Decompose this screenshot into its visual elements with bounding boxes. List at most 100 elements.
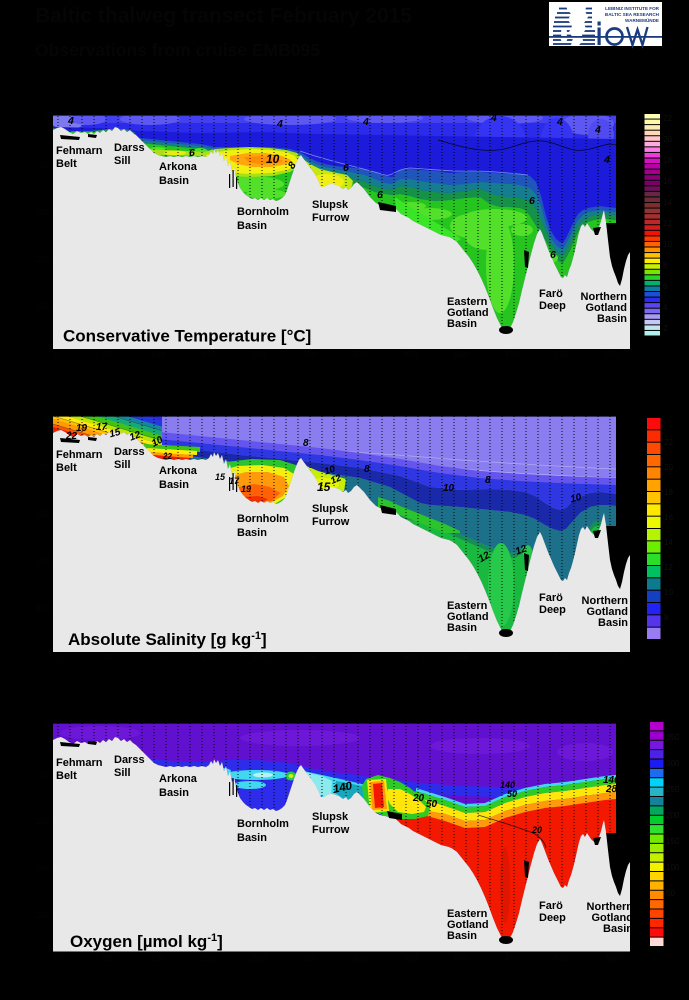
- svg-text:200: 200: [36, 301, 50, 311]
- svg-text:Fehmarn: Fehmarn: [56, 757, 103, 769]
- svg-text:Basin: Basin: [159, 787, 189, 799]
- svg-text:Gotland: Gotland: [447, 611, 489, 623]
- svg-text:0: 0: [55, 953, 60, 963]
- svg-text:Deep: Deep: [539, 604, 566, 616]
- svg-text:Arkona: Arkona: [159, 773, 198, 785]
- svg-text:22: 22: [65, 431, 78, 442]
- svg-text:150: 150: [36, 254, 50, 264]
- svg-text:550: 550: [605, 349, 619, 359]
- svg-text:12: 12: [663, 219, 672, 228]
- svg-text:400: 400: [454, 652, 468, 662]
- svg-text:14: 14: [663, 198, 672, 207]
- svg-text:200: 200: [666, 811, 680, 820]
- svg-text:0: 0: [45, 722, 50, 732]
- svg-text:150: 150: [36, 863, 50, 873]
- svg-text:12: 12: [128, 429, 143, 443]
- svg-text:Bornholm: Bornholm: [237, 818, 289, 830]
- svg-text:Farö: Farö: [539, 592, 563, 604]
- svg-text:20: 20: [663, 135, 672, 144]
- svg-text:140: 140: [332, 780, 354, 796]
- svg-text:15: 15: [108, 427, 122, 441]
- svg-text:Northern: Northern: [587, 901, 634, 913]
- svg-text:Conservative Temperature [°C]: Conservative Temperature [°C]: [63, 327, 311, 346]
- svg-text:0: 0: [45, 113, 50, 123]
- svg-text:Arkona: Arkona: [159, 465, 198, 477]
- svg-text:6: 6: [663, 282, 668, 291]
- svg-text:350: 350: [403, 652, 417, 662]
- svg-text:Basin: Basin: [447, 622, 477, 634]
- svg-text:500: 500: [555, 652, 569, 662]
- svg-text:350: 350: [666, 733, 680, 742]
- svg-text:WARNEMÜNDE: WARNEMÜNDE: [625, 17, 659, 23]
- svg-text:15: 15: [317, 480, 331, 494]
- svg-text:6: 6: [377, 189, 383, 201]
- svg-text:50: 50: [41, 769, 51, 779]
- svg-text:Fehmarn: Fehmarn: [56, 145, 103, 157]
- svg-text:50: 50: [41, 160, 51, 170]
- svg-text:300: 300: [666, 759, 680, 768]
- svg-text:Farö: Farö: [539, 900, 563, 912]
- svg-text:50: 50: [103, 953, 113, 963]
- svg-text:100: 100: [151, 652, 165, 662]
- svg-text:250: 250: [666, 785, 680, 794]
- svg-text:450: 450: [504, 953, 518, 963]
- svg-text:4: 4: [67, 115, 74, 127]
- svg-text:6: 6: [189, 147, 195, 159]
- svg-text:200: 200: [36, 910, 50, 920]
- svg-text:Gotland: Gotland: [585, 302, 627, 314]
- svg-text:550: 550: [605, 953, 619, 963]
- svg-text:18: 18: [664, 488, 673, 497]
- svg-text:Deep: Deep: [539, 300, 566, 312]
- svg-text:17: 17: [96, 422, 108, 433]
- svg-text:0: 0: [45, 415, 50, 425]
- svg-text:Belt: Belt: [56, 462, 77, 474]
- svg-text:Sill: Sill: [114, 155, 131, 167]
- svg-text:Baltic thalweg transect Februa: Baltic thalweg transect February 2015: [35, 5, 412, 28]
- svg-text:22: 22: [664, 438, 673, 447]
- svg-text:Basin: Basin: [447, 930, 477, 942]
- svg-text:8: 8: [485, 475, 491, 486]
- svg-text:Furrow: Furrow: [312, 212, 350, 224]
- svg-text:400: 400: [454, 953, 468, 963]
- svg-text:200: 200: [252, 349, 266, 359]
- svg-text:12: 12: [664, 563, 673, 572]
- svg-text:150: 150: [36, 556, 50, 566]
- svg-text:18: 18: [663, 156, 672, 165]
- svg-text:Fehmarn: Fehmarn: [56, 449, 103, 461]
- svg-text:200: 200: [252, 953, 266, 963]
- svg-text:Furrow: Furrow: [312, 824, 350, 836]
- svg-text:450: 450: [504, 349, 518, 359]
- svg-text:100: 100: [36, 207, 50, 217]
- svg-text:4: 4: [490, 112, 497, 124]
- svg-text:Eastern: Eastern: [447, 296, 488, 308]
- svg-text:10: 10: [266, 152, 280, 166]
- svg-text:Basin: Basin: [159, 479, 189, 491]
- svg-text:BALTIC SEA RESEARCH: BALTIC SEA RESEARCH: [605, 12, 660, 17]
- svg-text:50: 50: [41, 462, 51, 472]
- svg-text:100: 100: [36, 509, 50, 519]
- svg-text:10: 10: [150, 434, 165, 449]
- svg-text:4: 4: [276, 118, 283, 130]
- svg-text:Furrow: Furrow: [312, 516, 350, 528]
- svg-text:Arkona: Arkona: [159, 161, 198, 173]
- svg-text:450: 450: [504, 652, 518, 662]
- svg-text:Observations from cruise EMB09: Observations from cruise EMB095: [35, 40, 320, 60]
- svg-text:10: 10: [663, 240, 672, 249]
- svg-text:6: 6: [343, 162, 349, 174]
- svg-text:Belt: Belt: [56, 158, 77, 170]
- svg-text:Gotland: Gotland: [447, 307, 489, 319]
- svg-text:Farö: Farö: [539, 288, 563, 300]
- svg-text:10: 10: [569, 492, 583, 505]
- svg-text:16: 16: [663, 177, 672, 186]
- svg-text:Sill: Sill: [114, 459, 131, 471]
- svg-text:8: 8: [664, 613, 669, 622]
- svg-text:12: 12: [514, 543, 529, 557]
- svg-text:Oxygen [µmol kg-1]: Oxygen [µmol kg-1]: [70, 932, 223, 951]
- svg-text:17: 17: [229, 476, 240, 486]
- svg-text:Darss: Darss: [114, 754, 145, 766]
- svg-text:10: 10: [664, 588, 673, 597]
- svg-text:16: 16: [664, 513, 673, 522]
- svg-text:550: 550: [605, 652, 619, 662]
- svg-text:22: 22: [663, 114, 672, 123]
- svg-text:150: 150: [201, 953, 215, 963]
